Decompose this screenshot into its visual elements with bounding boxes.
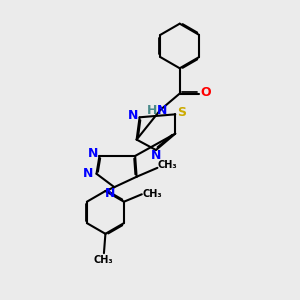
Text: O: O <box>200 86 211 99</box>
Text: H: H <box>147 104 157 117</box>
Text: CH₃: CH₃ <box>157 160 177 170</box>
Text: N: N <box>83 167 94 180</box>
Text: N: N <box>128 109 138 122</box>
Text: CH₃: CH₃ <box>94 255 113 265</box>
Text: N: N <box>157 104 167 117</box>
Text: N: N <box>88 147 98 161</box>
Text: S: S <box>177 106 186 119</box>
Text: CH₃: CH₃ <box>142 189 162 199</box>
Text: N: N <box>151 149 161 162</box>
Text: N: N <box>105 187 115 200</box>
